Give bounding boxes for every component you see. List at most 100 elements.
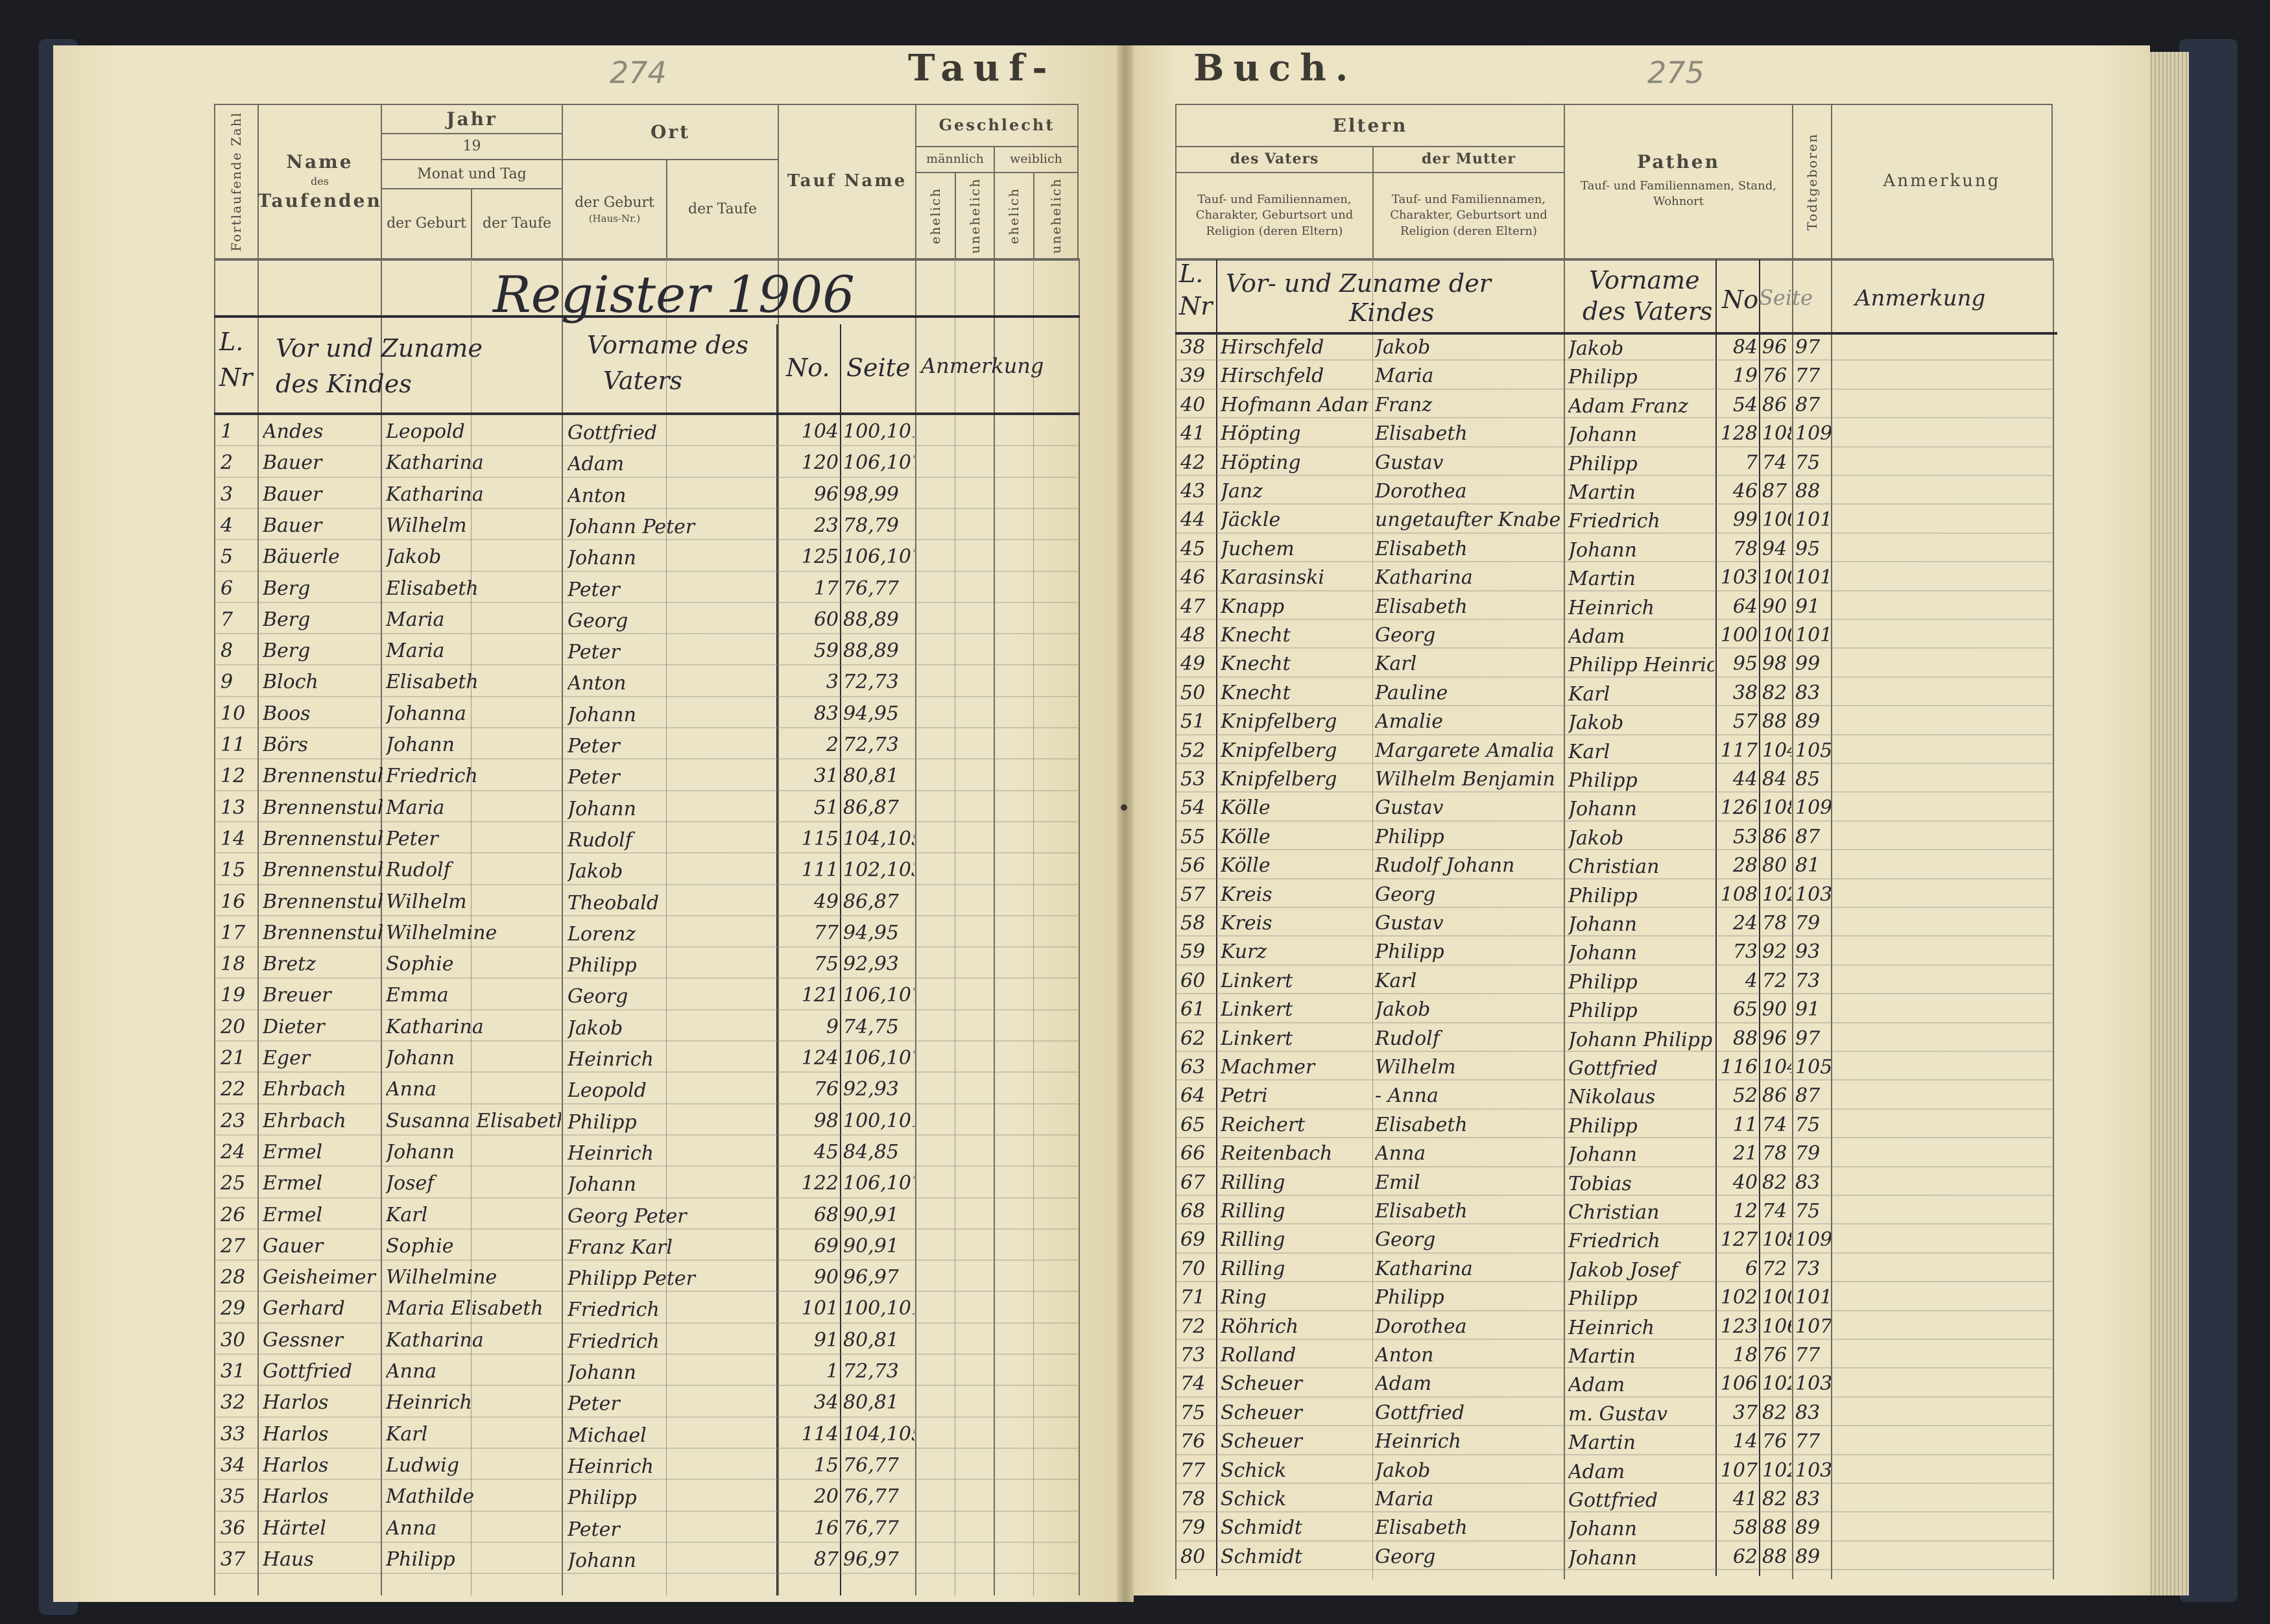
table-row: 76 Scheuer Heinrich Martin 14 76 77 <box>0 1427 2140 1456</box>
page-ref: 76,77 <box>843 1516 899 1540</box>
father-given-name: Friedrich <box>1568 1230 1660 1253</box>
table-row: 71 Ring Philipp Philipp 102100101 <box>0 1284 2140 1312</box>
entry-number: 108 <box>1720 883 1758 906</box>
page-ref-first: 88 <box>1762 710 1787 734</box>
father-given-name: Johann Philipp <box>1568 1028 1713 1051</box>
row-rule <box>1177 503 2052 505</box>
row-number: 80 <box>1180 1545 1206 1568</box>
child-surname: Kreis <box>1221 912 1272 935</box>
child-given-name: Anna <box>386 1360 437 1383</box>
father-given-name: Peter <box>568 1392 620 1416</box>
row-number: 42 <box>1180 451 1206 474</box>
page-ref-second: 89 <box>1795 1545 1821 1568</box>
row-number: 54 <box>1180 796 1206 820</box>
father-given-name: Adam <box>1568 1460 1625 1483</box>
page-ref-second: 83 <box>1795 681 1821 704</box>
father-given-name: Philipp <box>1568 366 1638 389</box>
page-ref-second: 75 <box>1795 451 1821 474</box>
row-rule <box>215 1134 1078 1136</box>
row-rule <box>1177 1396 2052 1398</box>
child-given-name: Katharina <box>386 1328 484 1352</box>
table-row: 80 Schmidt Georg Johann 62 88 89 <box>0 1543 2140 1571</box>
page-ref-first: 87 <box>1762 480 1787 503</box>
page-ref: 102,103 <box>843 859 914 882</box>
entry-number: 126 <box>1720 796 1758 820</box>
entry-number: 21 <box>1732 1142 1758 1165</box>
entry-number: 101 <box>801 1297 839 1320</box>
row-rule <box>1177 907 2052 908</box>
left-page <box>53 45 1123 1602</box>
entry-number: 95 <box>1732 652 1758 676</box>
row-rule <box>215 476 1078 478</box>
child-given-name: Sophie <box>386 953 454 976</box>
row-rule <box>215 914 1078 916</box>
entry-number: 3 <box>826 671 839 694</box>
table-row: 53 Knipfelberg Wilhelm Benjamin Philipp 44 84… <box>0 765 2140 794</box>
child-given-name: Wilhelm <box>1375 1056 1456 1079</box>
column-line <box>2053 259 2054 1579</box>
page-ref: 78,79 <box>843 514 899 537</box>
row-number: 13 <box>221 796 246 819</box>
page-number-left: 274 <box>610 55 667 90</box>
child-given-name: Jakob <box>1375 998 1431 1021</box>
table-row: 73 Rolland Anton Martin 18 76 77 <box>0 1341 2140 1370</box>
child-surname: Scheuer <box>1221 1372 1302 1396</box>
father-given-name: Heinrich <box>1568 596 1655 619</box>
entry-number: 34 <box>813 1391 839 1415</box>
row-number: 39 <box>1180 364 1206 388</box>
table-row: 30 Gessner Katharina Friedrich 91 80,81 <box>0 1325 1103 1356</box>
row-number: 67 <box>1180 1171 1206 1194</box>
page-ref-second: 75 <box>1795 1113 1821 1136</box>
child-surname: Bäuerle <box>263 545 340 569</box>
entry-number: 125 <box>801 545 839 569</box>
child-given-name: Jakob <box>1375 336 1431 359</box>
father-given-name: Tobias <box>1568 1172 1632 1195</box>
father-given-name: Anton <box>568 672 627 695</box>
entry-number: 11 <box>1732 1113 1758 1136</box>
child-surname: Harlos <box>263 1453 329 1477</box>
table-row: 27 Gauer Sophie Franz Karl 69 90,91 <box>0 1231 1103 1262</box>
row-rule <box>215 1447 1078 1449</box>
row-rule <box>215 507 1078 509</box>
row-rule <box>215 1510 1078 1512</box>
table-row: 63 Machmer Wilhelm Gottfried 116104105 <box>0 1053 2140 1082</box>
page-ref: 88,89 <box>843 639 899 663</box>
entry-number: 38 <box>1732 681 1758 704</box>
father-given-name: Philipp <box>1568 999 1638 1023</box>
page-ref-first: 90 <box>1762 595 1787 618</box>
table-row: 48KnechtGeorgAdam100100101 <box>0 621 2140 650</box>
page-ref: 90,91 <box>843 1203 899 1226</box>
header-female-illegit: unehelich <box>1033 172 1079 259</box>
column-line <box>1033 259 1034 1595</box>
header-running-number: Fortlaufende Zahl <box>214 104 259 259</box>
child-surname: Brennenstuhl <box>263 765 383 788</box>
row-number: 78 <box>1180 1488 1206 1511</box>
row-rule <box>1177 388 2052 390</box>
right-cover <box>2179 39 2238 1602</box>
row-rule <box>1177 1367 2052 1369</box>
row-number: 19 <box>221 984 246 1007</box>
page-ref-second: 101 <box>1795 566 1831 590</box>
header-female-legit: ehelich <box>994 172 1034 259</box>
father-given-name: Philipp <box>1568 769 1638 792</box>
header-stillborn: Todtgeboren <box>1792 104 1832 259</box>
father-given-name: Gottfried <box>568 422 658 444</box>
row-rule <box>215 570 1078 572</box>
column-line <box>1175 259 1177 1579</box>
page-ref-first: 104 <box>1762 739 1791 762</box>
child-surname: Gottfried <box>263 1360 353 1383</box>
child-surname: Linkert <box>1221 998 1293 1021</box>
row-number: 74 <box>1180 1372 1206 1396</box>
row-number: 23 <box>221 1109 246 1132</box>
father-given-name: Philipp Heinrich <box>1568 654 1714 677</box>
entry-number: 60 <box>813 608 839 631</box>
page-ref: 76,77 <box>843 1485 899 1509</box>
child-surname: Höpting <box>1221 451 1301 474</box>
row-number: 4 <box>221 514 233 537</box>
father-given-name: Jakob Josef <box>1568 1258 1679 1282</box>
page-ref-second: 91 <box>1795 595 1821 618</box>
table-row: 28 Geisheimer Wilhelmine Philipp Peter 90 96,… <box>0 1262 1103 1293</box>
row-rule <box>215 1573 1078 1575</box>
